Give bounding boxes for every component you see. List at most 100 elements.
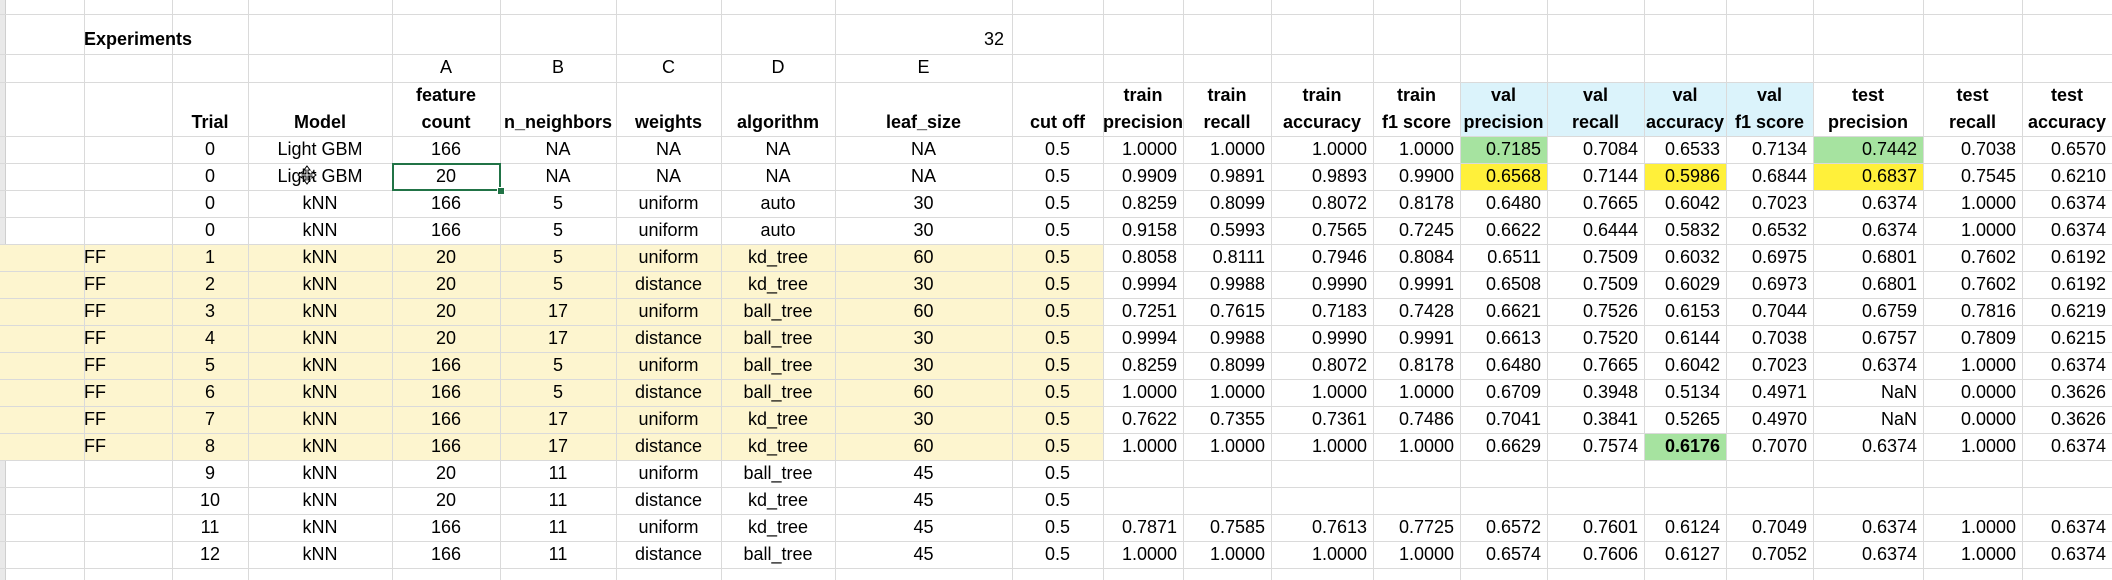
table-cell[interactable]: NA bbox=[910, 166, 936, 186]
table-cell[interactable]: 0.6153 bbox=[1664, 301, 1720, 321]
table-cell[interactable]: 20 bbox=[435, 301, 457, 321]
table-cell[interactable]: uniform bbox=[638, 301, 699, 321]
table-cell[interactable]: 0.6176 bbox=[1664, 436, 1720, 456]
table-cell[interactable]: 0.7185 bbox=[1485, 139, 1541, 159]
table-cell[interactable]: 166 bbox=[430, 544, 462, 564]
table-cell[interactable]: 166 bbox=[430, 220, 462, 240]
column-letter[interactable]: A bbox=[439, 57, 452, 77]
table-cell[interactable]: 0 bbox=[204, 193, 215, 213]
table-cell[interactable]: 0.6374 bbox=[2050, 436, 2106, 456]
header-cell[interactable]: weights bbox=[634, 112, 702, 132]
table-cell[interactable]: 0.8058 bbox=[1121, 247, 1177, 267]
table-cell[interactable]: 0.6801 bbox=[1861, 247, 1917, 267]
table-cell[interactable]: 0.9990 bbox=[1311, 328, 1367, 348]
table-cell[interactable]: kNN bbox=[302, 544, 338, 564]
table-cell[interactable]: 0.9988 bbox=[1209, 328, 1265, 348]
table-cell[interactable]: 60 bbox=[913, 301, 934, 321]
table-cell[interactable]: 1.0000 bbox=[1398, 436, 1454, 456]
table-cell[interactable]: 5 bbox=[204, 355, 215, 375]
table-cell[interactable]: NaN bbox=[1880, 409, 1917, 429]
table-cell[interactable]: 0.6572 bbox=[1485, 517, 1541, 537]
table-cell[interactable]: 0.7023 bbox=[1751, 193, 1807, 213]
table-cell[interactable]: uniform bbox=[638, 355, 699, 375]
table-cell[interactable]: 30 bbox=[913, 355, 934, 375]
table-cell[interactable]: 30 bbox=[913, 274, 934, 294]
table-cell[interactable]: 0.0000 bbox=[1960, 382, 2016, 402]
table-cell[interactable]: auto bbox=[760, 220, 796, 240]
column-letter[interactable]: B bbox=[551, 57, 564, 77]
table-cell[interactable]: NA bbox=[765, 166, 791, 186]
table-cell[interactable]: 0.5 bbox=[1044, 166, 1071, 186]
header-cell[interactable]: leaf_size bbox=[885, 112, 962, 132]
table-cell[interactable]: 0.6480 bbox=[1485, 355, 1541, 375]
table-cell[interactable]: kNN bbox=[302, 247, 338, 267]
table-cell[interactable]: 20 bbox=[435, 328, 457, 348]
sheet-title[interactable]: Experiments bbox=[84, 29, 193, 49]
table-cell[interactable]: 0.5986 bbox=[1664, 166, 1720, 186]
table-cell[interactable]: 0.6032 bbox=[1664, 247, 1720, 267]
table-cell[interactable]: 0.6532 bbox=[1751, 220, 1807, 240]
table-cell[interactable]: 0.8099 bbox=[1209, 193, 1265, 213]
column-letter[interactable]: D bbox=[771, 57, 785, 77]
table-cell[interactable]: 0.7084 bbox=[1582, 139, 1638, 159]
table-cell[interactable]: 0.9988 bbox=[1209, 274, 1265, 294]
table-cell[interactable]: 0.7585 bbox=[1209, 517, 1265, 537]
table-cell[interactable]: 0.7565 bbox=[1311, 220, 1367, 240]
table-cell[interactable]: 30 bbox=[913, 328, 934, 348]
table-cell[interactable]: 1.0000 bbox=[1398, 139, 1454, 159]
table-cell[interactable]: 11 bbox=[200, 517, 220, 537]
table-cell[interactable]: 5 bbox=[552, 382, 563, 402]
table-cell[interactable]: 0.4970 bbox=[1751, 409, 1807, 429]
table-cell[interactable]: 0.7183 bbox=[1311, 301, 1367, 321]
table-cell[interactable]: 1.0000 bbox=[1121, 382, 1177, 402]
table-cell[interactable]: kNN bbox=[302, 301, 338, 321]
header-cell[interactable]: precision bbox=[1827, 112, 1909, 132]
table-cell[interactable]: 11 bbox=[548, 463, 568, 483]
table-cell[interactable]: 0.9991 bbox=[1398, 274, 1454, 294]
table-cell[interactable]: 0.9991 bbox=[1398, 328, 1454, 348]
table-cell[interactable]: 0.7871 bbox=[1121, 517, 1177, 537]
table-cell[interactable]: 166 bbox=[430, 382, 462, 402]
table-cell[interactable]: 0.6801 bbox=[1861, 274, 1917, 294]
table-cell[interactable]: 0.7946 bbox=[1311, 247, 1367, 267]
table-cell[interactable]: 0.6374 bbox=[2050, 220, 2106, 240]
table-cell[interactable]: Light GBM bbox=[277, 139, 363, 159]
table-cell[interactable]: 166 bbox=[430, 355, 462, 375]
table-cell[interactable]: ball_tree bbox=[743, 301, 813, 321]
table-cell[interactable]: 0.3626 bbox=[2050, 409, 2106, 429]
table-cell[interactable]: 60 bbox=[913, 382, 934, 402]
table-cell[interactable]: 0.7509 bbox=[1582, 274, 1638, 294]
table-cell[interactable]: 0.7049 bbox=[1751, 517, 1807, 537]
table-cell[interactable]: 0.3948 bbox=[1582, 382, 1638, 402]
table-cell[interactable]: 0.9994 bbox=[1121, 328, 1177, 348]
table-cell[interactable]: 0.6574 bbox=[1485, 544, 1541, 564]
table-cell[interactable]: 0.7023 bbox=[1751, 355, 1807, 375]
table-cell[interactable]: 0.6511 bbox=[1487, 247, 1541, 267]
header-cell[interactable]: f1 score bbox=[1381, 112, 1452, 132]
table-cell[interactable]: 45 bbox=[913, 517, 934, 537]
table-cell[interactable]: 0.6622 bbox=[1485, 220, 1541, 240]
table-cell[interactable]: 1.0000 bbox=[1121, 544, 1177, 564]
table-cell[interactable]: 0.7606 bbox=[1582, 544, 1638, 564]
table-cell[interactable]: 30 bbox=[913, 220, 934, 240]
table-cell[interactable]: 0.6374 bbox=[1861, 220, 1917, 240]
header-cell[interactable]: recall bbox=[1203, 112, 1251, 132]
table-cell[interactable]: 0.8099 bbox=[1209, 355, 1265, 375]
table-cell[interactable]: 1.0000 bbox=[1209, 544, 1265, 564]
table-cell[interactable]: 0.7038 bbox=[1751, 328, 1807, 348]
table-cell[interactable]: 0.7245 bbox=[1398, 220, 1454, 240]
table-cell[interactable]: 0.9893 bbox=[1311, 166, 1367, 186]
table-cell[interactable]: 0.5 bbox=[1044, 301, 1071, 321]
table-cell[interactable]: 0.7615 bbox=[1209, 301, 1265, 321]
table-cell[interactable]: 1.0000 bbox=[1398, 544, 1454, 564]
table-cell[interactable]: 0.6042 bbox=[1664, 193, 1720, 213]
table-cell[interactable]: 0.6837 bbox=[1861, 166, 1917, 186]
table-cell[interactable]: 0.6973 bbox=[1751, 274, 1807, 294]
table-cell[interactable]: NA bbox=[765, 139, 791, 159]
table-cell[interactable]: kNN bbox=[302, 355, 338, 375]
table-cell[interactable]: 0.6374 bbox=[1861, 355, 1917, 375]
table-cell[interactable]: uniform bbox=[638, 247, 699, 267]
table-cell[interactable]: 0.6621 bbox=[1485, 301, 1541, 321]
header-top-cell[interactable]: val bbox=[1672, 85, 1698, 105]
table-cell[interactable]: 20 bbox=[435, 247, 457, 267]
